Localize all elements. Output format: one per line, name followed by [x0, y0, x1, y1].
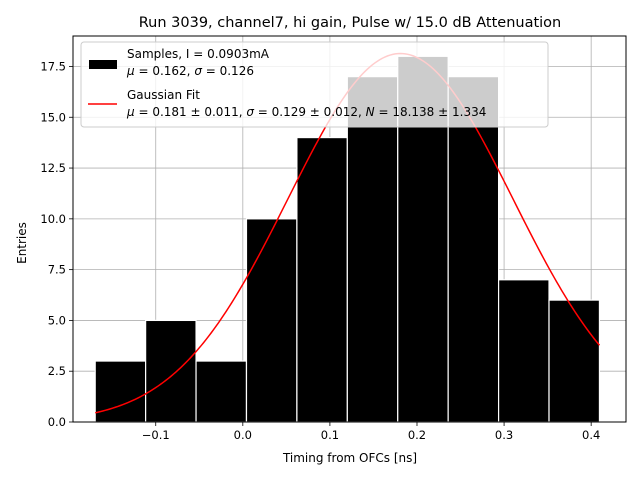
y-tick-label: 7.5 — [48, 263, 66, 277]
y-tick-label: 5.0 — [48, 313, 66, 327]
x-tick-label: 0.1 — [321, 428, 339, 442]
histogram-bar — [245, 218, 298, 423]
x-axis-label: Timing from OFCs [ns] — [282, 451, 417, 465]
y-axis-label: Entries — [15, 222, 29, 264]
histogram-bar — [195, 360, 248, 423]
histogram-bar — [94, 360, 147, 423]
legend-box — [80, 41, 549, 128]
y-tick-label: 0.0 — [48, 415, 66, 429]
histogram-bar — [346, 76, 399, 423]
y-tick-label: 12.5 — [40, 161, 66, 175]
chart-title: Run 3039, channel7, hi gain, Pulse w/ 15… — [139, 15, 562, 31]
histogram-bar — [497, 279, 550, 423]
histogram-bar — [548, 299, 601, 423]
legend-stats: μ = 0.181 ± 0.011, σ = 0.129 ± 0.012, N … — [126, 105, 486, 119]
y-tick-label: 15.0 — [40, 110, 66, 124]
y-axis-ticks: 0.0 2.5 5.0 7.5 10.0 12.5 15.0 17.5 — [40, 59, 73, 429]
x-tick-label: 0.2 — [408, 428, 426, 442]
x-tick-label: 0.4 — [582, 428, 600, 442]
legend-label: Gaussian Fit — [127, 88, 200, 102]
histogram-bar — [296, 136, 348, 423]
plot-frame — [72, 35, 627, 423]
y-tick-label: 2.5 — [48, 364, 66, 378]
histogram-bar — [447, 76, 500, 423]
x-axis-ticks: −0.1 0.0 0.1 0.2 0.3 0.4 — [142, 422, 600, 442]
legend: Samples, I = 0.0903mA μ = 0.162, σ = 0.12… — [80, 41, 549, 128]
y-tick-label: 17.5 — [40, 59, 66, 73]
y-tick-label: 10.0 — [40, 212, 66, 226]
legend-label: Samples, I = 0.0903mA — [127, 47, 270, 61]
x-tick-label: 0.3 — [495, 428, 513, 442]
legend-swatch-samples — [89, 60, 117, 69]
x-tick-label: −0.1 — [142, 428, 170, 442]
legend-stats: μ = 0.162, σ = 0.126 — [126, 64, 254, 78]
x-tick-label: 0.0 — [234, 428, 252, 442]
histogram-bar — [145, 319, 197, 423]
